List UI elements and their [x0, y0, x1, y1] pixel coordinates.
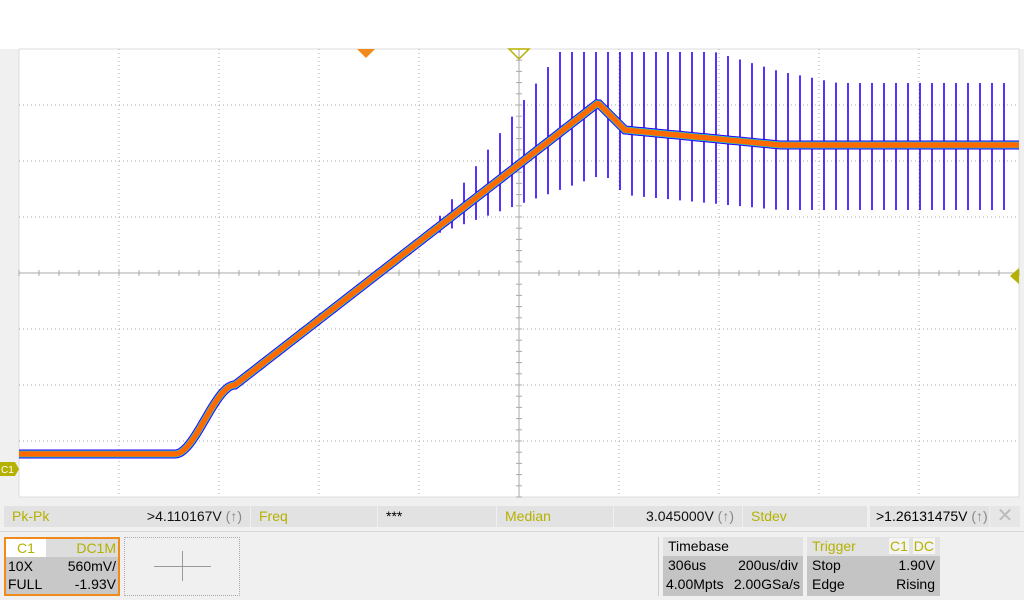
trigger-type: Edge [812, 576, 845, 592]
meas-label: Freq [259, 508, 288, 524]
trigger-slope: Rising [896, 576, 935, 592]
meas-value-pkpk: >4.110167V (↑) [134, 506, 250, 527]
meas-flag: (↑) [225, 508, 242, 524]
channel-probe: 10X [8, 558, 33, 574]
channel-c1-panel[interactable]: C1 DC1M 10X 560mV/ FULL -1.93V [4, 537, 120, 596]
trigger-source: C1 [888, 538, 909, 554]
meas-label: Pk-Pk [12, 508, 50, 524]
trigger-mode: Stop [812, 557, 841, 573]
trigger-position-marker[interactable] [507, 48, 531, 61]
channel-coupling: DC1M [76, 540, 116, 556]
meas-label-pkpk[interactable]: Pk-Pk [4, 506, 134, 527]
waveform-trace [19, 52, 1019, 459]
meas-value-freq: *** [378, 506, 496, 527]
timebase-memory: 4.00Mpts [666, 576, 724, 592]
meas-value: 3.045000V [646, 508, 714, 524]
plus-icon-vertical [182, 551, 183, 581]
meas-value: >1.26131475V [876, 508, 968, 524]
meas-flag: (↑) [971, 508, 988, 524]
trigger-coupling: DC [912, 538, 935, 554]
timebase-sample-rate: 2.00GSa/s [733, 576, 800, 592]
trace-line [19, 100, 1019, 457]
trigger-level-marker[interactable] [1010, 268, 1019, 284]
meas-label-median[interactable]: Median [497, 506, 613, 527]
meas-value-stdev: >1.26131475V (↑) [870, 506, 989, 527]
channel-offset: -1.93V [74, 576, 116, 592]
trigger-panel[interactable]: Trigger C1 DC Stop 1.90V Edge Rising [807, 537, 940, 596]
timebase-delay: 306us [668, 557, 707, 573]
channel-marker-label: C1 [1, 465, 14, 476]
add-channel-button[interactable] [124, 537, 240, 596]
waveform-display[interactable]: C1 [0, 0, 1024, 500]
meas-label: Median [505, 508, 551, 524]
grid [18, 48, 1020, 498]
divider [0, 531, 1024, 532]
meas-value-median: 3.045000V (↑) [614, 506, 742, 527]
trigger-level: 1.90V [898, 557, 935, 573]
channel-offset-marker[interactable]: C1 [0, 462, 19, 476]
timebase-scale: 200us/div [738, 557, 798, 573]
divider [658, 537, 659, 596]
horizontal-position-marker[interactable] [357, 49, 375, 58]
meas-value: >4.110167V [146, 508, 222, 524]
close-measurements-icon[interactable]: ✕ [990, 506, 1020, 527]
timebase-title: Timebase [668, 538, 729, 554]
meas-flag: (↑) [717, 508, 734, 524]
channel-scale: 560mV/ [67, 558, 116, 574]
meas-label-freq[interactable]: Freq [251, 506, 377, 527]
meas-label: Stdev [751, 508, 787, 524]
channel-name: C1 [6, 539, 46, 557]
meas-label-stdev[interactable]: Stdev [743, 506, 867, 527]
channel-bandwidth: FULL [8, 576, 43, 592]
top-bar [0, 0, 1024, 49]
trigger-title: Trigger [812, 538, 856, 554]
timebase-panel[interactable]: Timebase 306us 200us/div 4.00Mpts 2.00GSa/… [663, 537, 803, 596]
meas-value: *** [386, 508, 403, 524]
